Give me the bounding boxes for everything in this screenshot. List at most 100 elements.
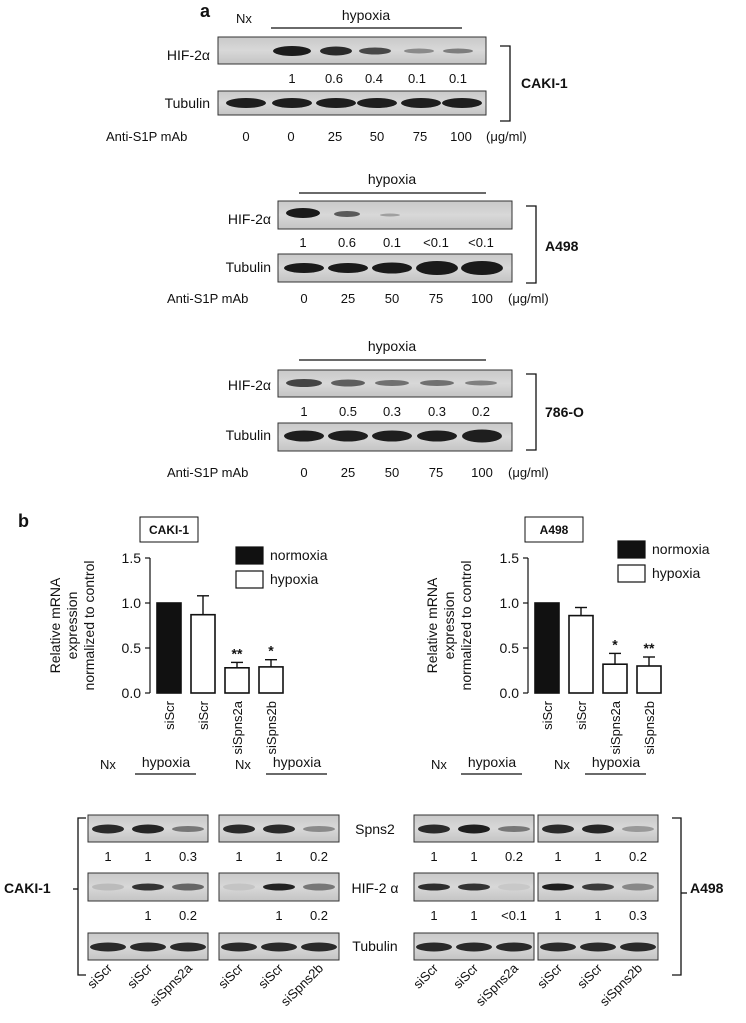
x-tick-label: siScr (574, 700, 589, 730)
spns2-band (418, 824, 450, 834)
nx-label: Nx (235, 757, 251, 772)
dose-value: 100 (471, 465, 493, 480)
tubulin-label: Tubulin (226, 427, 271, 443)
lane-label: siScr (410, 960, 442, 992)
hif-row-label: HIF-2 α (352, 880, 399, 896)
spns2-band (498, 826, 530, 832)
blot-a498: hypoxia HIF-2α 1 0.6 0.1 <0.1 <0.1 Tubul… (167, 171, 579, 306)
dose-value: 100 (450, 129, 472, 144)
dose-value: 50 (385, 465, 399, 480)
hypoxia-label: hypoxia (468, 754, 516, 770)
y-axis-label-line: expression (441, 592, 457, 660)
tubulin-band (170, 942, 206, 952)
y-tick-label: 1.0 (122, 595, 142, 611)
hypoxia-label: hypoxia (273, 754, 321, 770)
nx-label: Nx (431, 757, 447, 772)
y-tick-label: 0.5 (122, 640, 142, 656)
right-cell-line-label: A498 (690, 880, 724, 896)
tubulin-band (130, 942, 166, 952)
lane-label: siScr (450, 960, 482, 992)
y-tick-label: 1.5 (500, 550, 520, 566)
hif-quant: 1 (554, 908, 561, 923)
spns2-band (263, 824, 295, 834)
hif-band-lane2 (273, 46, 311, 56)
hypoxia-label: hypoxia (368, 171, 416, 187)
hif-band-lane1 (286, 379, 322, 387)
quant-value: 0.5 (339, 404, 357, 419)
tubulin-row-label: Tubulin (352, 938, 397, 954)
y-tick-label: 0.0 (500, 685, 520, 701)
cell-line-bracket (500, 45, 511, 122)
unit-label: (μg/ml) (508, 291, 549, 306)
dose-value: 0 (300, 291, 307, 306)
lane-label: siScr (534, 960, 566, 992)
lane-label: siSpns2b (597, 961, 645, 1009)
dose-value: 25 (341, 465, 355, 480)
tubulin-band (496, 942, 532, 952)
dose-value: 0 (242, 129, 249, 144)
dose-value: 75 (429, 465, 443, 480)
dose-value: 0 (287, 129, 294, 144)
legend-hypoxia-label: hypoxia (270, 571, 318, 587)
bar-hypoxia (258, 666, 284, 694)
cell-line-label: 786-O (545, 404, 584, 420)
tubulin-band (90, 942, 126, 952)
x-tick-label: siSpns2a (608, 700, 623, 754)
hif-quant: 1 (144, 908, 151, 923)
chart-title: CAKI-1 (149, 523, 189, 537)
bar-normoxia (534, 602, 560, 694)
spns2-quant: 0.2 (505, 849, 523, 864)
y-tick-label: 1.5 (122, 550, 142, 566)
tubulin-bands (226, 98, 482, 108)
lane-label: siScr (574, 960, 606, 992)
blot-786o: hypoxia HIF-2α 1 0.5 0.3 0.3 0.2 Tubulin… (167, 338, 584, 480)
tubulin-band (540, 942, 576, 952)
hif-band-lane2 (334, 211, 360, 217)
y-axis-label-line: normalized to control (458, 561, 474, 691)
tubulin-bands (284, 429, 502, 443)
spns2-band (132, 824, 164, 834)
cell-line-bracket (526, 373, 537, 451)
tubulin-band (456, 942, 492, 952)
dose-value: 50 (385, 291, 399, 306)
quant-value: 0.1 (408, 71, 426, 86)
hif-band (582, 883, 614, 891)
spns2-quant: 1 (554, 849, 561, 864)
x-tick-label: siSpns2b (642, 701, 657, 754)
legend-hypoxia-label: hypoxia (652, 565, 700, 581)
tubulin-label: Tubulin (226, 259, 271, 275)
dose-value: 100 (471, 291, 493, 306)
lane-label: siSpns2b (278, 961, 326, 1009)
hif-band (542, 883, 574, 891)
tubulin-band (261, 942, 297, 952)
y-axis-label-line: normalized to control (81, 561, 97, 691)
spns2-quant: 1 (430, 849, 437, 864)
significance-mark: ** (644, 640, 655, 656)
tubulin-band (416, 942, 452, 952)
significance-mark: * (268, 643, 274, 659)
legend-hypoxia-swatch (617, 564, 646, 583)
x-tick-label: siScr (162, 700, 177, 730)
y-tick-label: 0.0 (122, 685, 142, 701)
dose-value: 25 (341, 291, 355, 306)
quant-value: 0.6 (325, 71, 343, 86)
quant-value: 0.1 (449, 71, 467, 86)
legend-hypoxia-swatch (235, 570, 264, 589)
hif-label: HIF-2α (167, 47, 210, 63)
quant-value: 0.6 (338, 235, 356, 250)
x-tick-label: siScr (196, 700, 211, 730)
dose-value: 75 (429, 291, 443, 306)
hypoxia-label: hypoxia (368, 338, 416, 354)
hif-band (263, 883, 295, 891)
hif-band (132, 883, 164, 891)
hif-quant-row: 1 0.6 0.4 0.1 0.1 (288, 71, 467, 86)
dose-value: 50 (370, 129, 384, 144)
bar-hypoxia (224, 666, 250, 694)
hypoxia-label: hypoxia (342, 7, 390, 23)
tubulin-band (620, 942, 656, 952)
nx-label: Nx (554, 757, 570, 772)
lane-label: siScr (124, 960, 156, 992)
hif-band (92, 883, 124, 891)
quant-value: <0.1 (423, 235, 449, 250)
